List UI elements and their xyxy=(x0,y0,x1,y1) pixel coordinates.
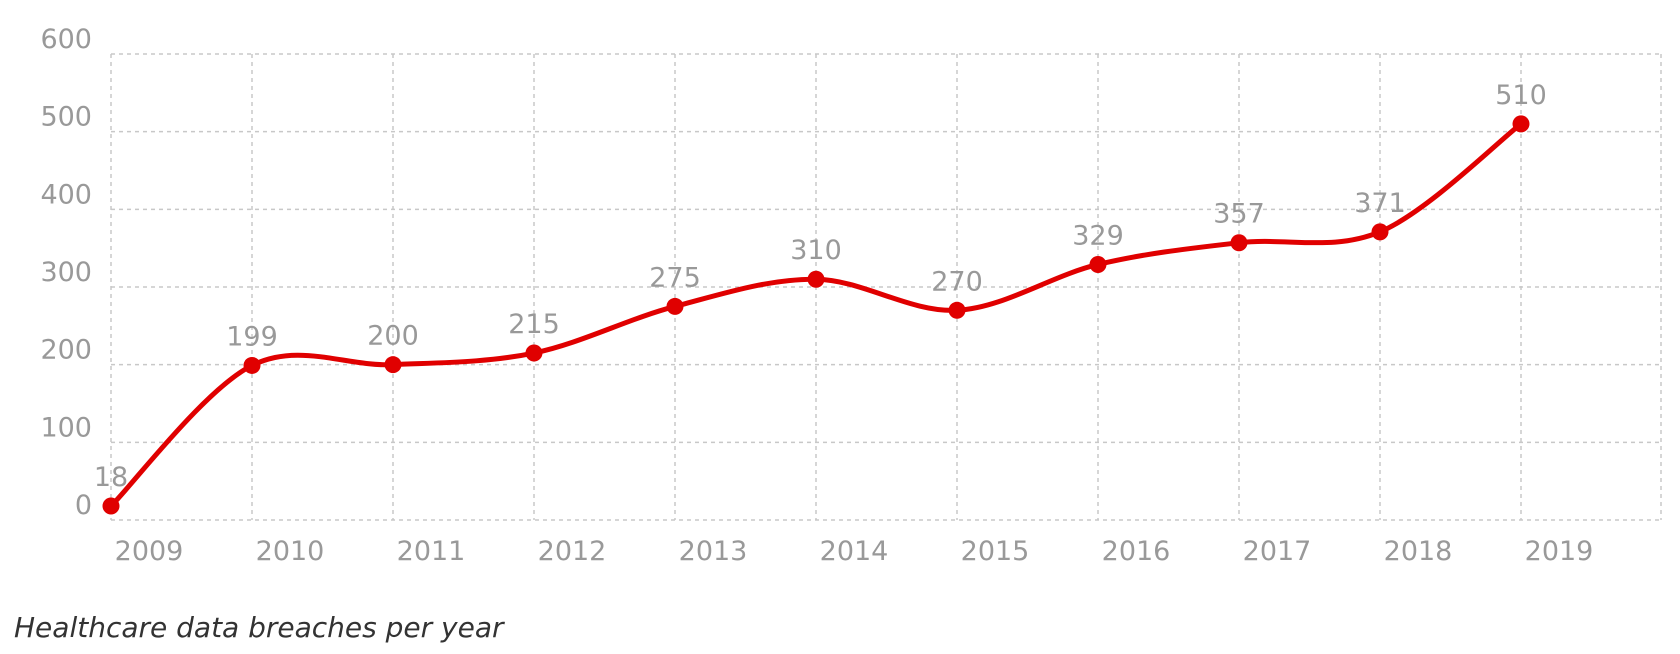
y-tick-label: 400 xyxy=(40,179,92,210)
y-tick-label: 300 xyxy=(40,257,92,288)
data-label: 215 xyxy=(508,309,560,340)
point xyxy=(1371,223,1389,241)
point xyxy=(666,297,684,315)
point xyxy=(1230,234,1248,252)
x-tick-label: 2016 xyxy=(1102,536,1171,567)
point xyxy=(948,301,966,319)
data-label: 329 xyxy=(1072,220,1124,251)
x-tick-label: 2015 xyxy=(961,536,1030,567)
data-label: 357 xyxy=(1213,199,1265,230)
x-tick-label: 2018 xyxy=(1384,536,1453,567)
point xyxy=(1089,255,1107,273)
y-tick-label: 0 xyxy=(75,490,92,521)
y-tick-label: 600 xyxy=(40,24,92,55)
x-tick-label: 2011 xyxy=(397,536,466,567)
point xyxy=(1512,115,1530,133)
data-label: 200 xyxy=(367,321,419,352)
x-tick-label: 2010 xyxy=(256,536,325,567)
point xyxy=(807,270,825,288)
x-tick-label: 2009 xyxy=(115,536,184,567)
x-tick-label: 2014 xyxy=(820,536,889,567)
point xyxy=(525,344,543,362)
chart-title: Healthcare data breaches per year xyxy=(14,611,505,644)
data-label: 275 xyxy=(649,262,701,293)
data-label: 18 xyxy=(94,462,128,493)
data-label: 199 xyxy=(226,321,278,352)
point xyxy=(102,497,120,515)
x-tick-label: 2012 xyxy=(538,536,607,567)
data-label: 310 xyxy=(790,235,842,266)
x-tick-label: 2017 xyxy=(1243,536,1312,567)
y-tick-label: 200 xyxy=(40,335,92,366)
y-tick-label: 100 xyxy=(40,412,92,443)
data-label: 510 xyxy=(1495,80,1547,111)
point xyxy=(243,356,261,374)
x-tick-label: 2013 xyxy=(679,536,748,567)
x-tick-label: 2019 xyxy=(1525,536,1594,567)
data-label: 270 xyxy=(931,266,983,297)
point xyxy=(384,356,402,374)
data-label: 371 xyxy=(1354,188,1406,219)
y-tick-label: 500 xyxy=(40,102,92,133)
